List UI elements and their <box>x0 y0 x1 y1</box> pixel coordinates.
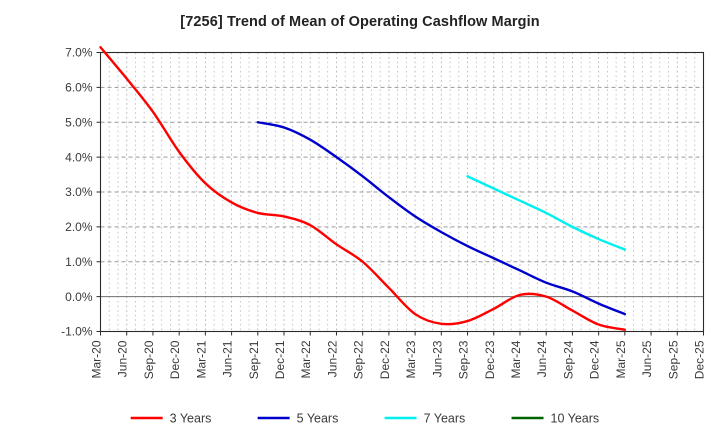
x-axis-tick-label: Sep-24 <box>561 340 575 379</box>
series-line-3-years <box>99 46 627 331</box>
legend-label-5-years[interactable]: 5 Years <box>297 412 339 426</box>
x-axis-tick-label: Dec-21 <box>273 340 287 379</box>
x-axis-tick-label: Jun-24 <box>535 340 549 377</box>
x-axis-tick-label: Sep-22 <box>352 340 366 379</box>
y-axis-tick-label: -1.0% <box>61 325 93 339</box>
legend-label-3-years[interactable]: 3 Years <box>170 412 212 426</box>
major-gridlines <box>100 52 704 332</box>
series-line-5-years <box>256 121 627 316</box>
series-line-7-years <box>466 175 627 251</box>
x-axis-tick-label: Jun-25 <box>640 340 654 377</box>
x-axis-tick-label: Dec-25 <box>693 340 707 379</box>
x-axis-tick-label: Sep-20 <box>142 340 156 379</box>
x-axis-tick-label: Sep-23 <box>457 340 471 379</box>
x-axis-tick-label: Dec-20 <box>168 340 182 379</box>
x-axis-tick-label: Jun-20 <box>116 340 130 377</box>
x-axis-ticks: Mar-20 Jun-20 Sep-20 Dec-20 Mar-21 Jun-21 Sep-… <box>90 331 707 379</box>
y-axis-tick-label: 7.0% <box>65 46 93 60</box>
y-axis-tick-label: 5.0% <box>65 115 93 129</box>
y-axis-tick-label: 2.0% <box>65 220 93 234</box>
y-axis-tick-label: 3.0% <box>65 185 93 199</box>
x-axis-tick-label: Jun-23 <box>430 340 444 377</box>
x-axis-tick-label: Mar-24 <box>509 340 523 378</box>
y-axis-tick-label: 1.0% <box>65 255 93 269</box>
x-axis-tick-label: Mar-25 <box>614 340 628 378</box>
x-axis-tick-label: Dec-24 <box>588 340 602 379</box>
x-axis-tick-label: Mar-23 <box>404 340 418 378</box>
chart-title: [7256] Trend of Mean of Operating Cashfl… <box>180 14 540 30</box>
x-axis-tick-label: Sep-21 <box>247 340 261 379</box>
legend-label-7-years[interactable]: 7 Years <box>424 412 466 426</box>
y-axis-ticks: 7.0% 6.0% 5.0% 4.0% 3.0% 2.0% 1.0% 0.0% -1.0% <box>61 46 101 339</box>
x-axis-tick-label: Jun-21 <box>221 340 235 377</box>
y-axis-tick-label: 0.0% <box>65 290 93 304</box>
x-axis-tick-label: Sep-25 <box>666 340 680 379</box>
y-axis-tick-label: 6.0% <box>65 81 93 95</box>
x-axis-tick-label: Mar-22 <box>299 340 313 378</box>
x-axis-tick-label: Dec-22 <box>378 340 392 379</box>
y-axis-tick-label: 4.0% <box>65 150 93 164</box>
legend-label-10-years[interactable]: 10 Years <box>551 412 600 426</box>
x-axis-tick-label: Dec-23 <box>483 340 497 379</box>
x-axis-tick-label: Jun-22 <box>325 340 339 377</box>
chart-legend: 3 Years 5 Years 7 Years 10 Years <box>130 412 600 426</box>
x-axis-tick-label: Mar-21 <box>194 340 208 378</box>
x-axis-tick-label: Mar-20 <box>90 340 104 378</box>
data-series-layer <box>99 46 627 331</box>
